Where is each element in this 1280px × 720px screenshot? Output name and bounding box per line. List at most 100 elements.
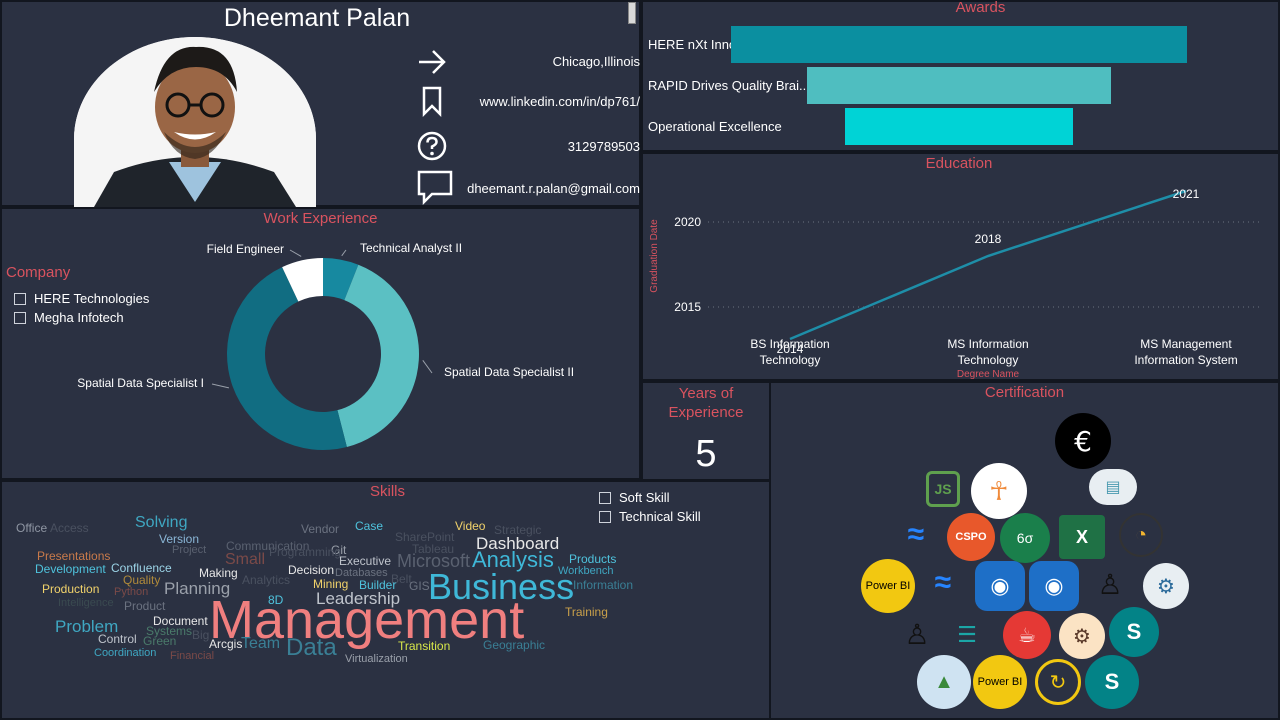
power-bi-icon[interactable]: Power BI [861, 559, 915, 613]
skill-word[interactable]: Making [199, 566, 238, 580]
skill-word[interactable]: Management [209, 590, 525, 650]
brain-gear-icon[interactable]: ⚙ [1059, 613, 1105, 659]
person-badge-icon[interactable]: ☥ [971, 463, 1027, 519]
skill-word[interactable]: Strategic [494, 523, 542, 537]
company-checkbox-megha[interactable]: Megha Infotech [14, 310, 124, 325]
skill-word[interactable]: Control [98, 632, 137, 646]
skill-word[interactable]: Leadership [316, 589, 401, 608]
company-checkbox-here[interactable]: HERE Technologies [14, 291, 149, 306]
award-bar[interactable] [845, 108, 1073, 145]
globe-badge-icon[interactable]: ◉ [975, 561, 1025, 611]
skill-word[interactable]: Planning [164, 579, 231, 598]
skill-word[interactable]: Team [241, 635, 281, 652]
skill-word[interactable]: Geographic [483, 638, 546, 652]
scrollbar-thumb[interactable] [628, 2, 636, 24]
donut-slice[interactable] [323, 258, 359, 301]
skill-word[interactable]: Version [159, 532, 200, 546]
skill-word[interactable]: Presentations [37, 549, 111, 563]
checkbox-box[interactable] [599, 510, 611, 523]
skill-word[interactable]: Access [50, 521, 89, 535]
skill-word[interactable]: Problem [55, 617, 119, 636]
email-text[interactable]: dheemant.r.palan@gmail.com [467, 181, 640, 196]
skill-word[interactable]: Databases [335, 567, 388, 579]
skill-word[interactable]: Builder [359, 578, 397, 592]
lean-six-sigma-icon[interactable]: 6σ [1000, 513, 1050, 563]
skill-word[interactable]: Office [16, 521, 48, 535]
skill-word[interactable]: Belt [391, 572, 412, 586]
skill-word[interactable]: Green [143, 634, 177, 648]
excel-icon[interactable]: X [1059, 515, 1105, 559]
donut-slice[interactable] [337, 264, 419, 447]
skill-word[interactable]: Coordination [94, 647, 157, 659]
skill-word[interactable]: Virtualization [345, 653, 408, 665]
help-icon[interactable] [416, 130, 448, 162]
skill-word[interactable]: Mining [313, 577, 349, 591]
skill-word[interactable]: Workbench [558, 565, 614, 577]
skill-word[interactable]: Intelligence [58, 597, 114, 609]
skill-word[interactable]: 8D [268, 593, 284, 607]
landscape-photo-icon[interactable]: ▲ [917, 655, 971, 709]
skill-word[interactable]: Decision [288, 563, 335, 577]
skill-word[interactable]: Product [124, 599, 166, 613]
education-line[interactable] [789, 189, 1187, 341]
skill-word[interactable]: Production [42, 582, 100, 596]
skill-word[interactable]: SharePoint [395, 530, 455, 544]
skill-word[interactable]: Arcgis [209, 637, 243, 651]
skill-word[interactable]: Data [286, 634, 337, 661]
skill-word[interactable]: Business [428, 566, 575, 607]
skill-word[interactable]: Solving [135, 514, 188, 531]
skill-word[interactable]: Confluence [111, 561, 172, 575]
confluence-icon[interactable]: ≈ [907, 518, 925, 551]
donut-slice[interactable] [226, 267, 347, 451]
power-bi-icon[interactable]: Power BI [973, 655, 1027, 709]
skill-word[interactable]: Information [573, 578, 634, 592]
balance-person-icon[interactable]: ♙ [904, 618, 930, 650]
analytics-person-icon[interactable]: ◔ [1119, 513, 1163, 557]
balance-person-icon[interactable]: ♙ [1097, 568, 1123, 600]
skill-word[interactable]: Quality [123, 573, 161, 587]
confluence-icon[interactable]: ≈ [934, 566, 952, 599]
skill-word[interactable]: Case [355, 519, 384, 533]
checkbox-box[interactable] [14, 292, 26, 305]
skill-word[interactable]: Communication [226, 539, 310, 553]
skill-word[interactable]: Analysis [472, 547, 554, 572]
nodejs-icon[interactable]: JS [926, 471, 960, 507]
skill-word[interactable]: Python [114, 586, 149, 598]
cloud-presentation-icon[interactable]: ▤ [1089, 469, 1137, 505]
money-bag-icon[interactable]: € [1055, 413, 1111, 469]
java-icon[interactable]: ☕ [1003, 611, 1051, 659]
skill-word[interactable]: Vendor [301, 522, 340, 536]
skill-word[interactable]: Programming [269, 545, 342, 559]
skill-word[interactable]: Video [455, 519, 486, 533]
skill-word[interactable]: Microsoft [397, 551, 471, 571]
skill-word[interactable]: Project [172, 544, 207, 556]
skill-word[interactable]: Financial [170, 650, 215, 662]
linkedin-text[interactable]: www.linkedin.com/in/dp761/ [479, 94, 640, 109]
sharepoint-icon[interactable]: S [1109, 607, 1159, 657]
skill-word[interactable]: Development [35, 562, 106, 576]
skill-word[interactable]: Small [225, 551, 266, 568]
skill-word[interactable]: Document [153, 614, 208, 628]
award-bar[interactable] [807, 67, 1111, 104]
bookmark-icon[interactable] [416, 85, 448, 117]
chat-icon[interactable] [416, 169, 454, 205]
checkbox-box[interactable] [599, 491, 611, 504]
cycle-icon[interactable]: ↻ [1035, 659, 1081, 705]
sharepoint-icon[interactable]: S [1085, 655, 1139, 709]
skill-word[interactable]: Tableau [412, 542, 455, 556]
skill-word[interactable]: Big [192, 628, 210, 642]
skill-filter-soft[interactable]: Soft Skill [599, 490, 670, 505]
checkbox-box[interactable] [14, 311, 26, 324]
skill-word[interactable]: Transition [398, 639, 451, 653]
globe-badge-icon[interactable]: ◉ [1029, 561, 1079, 611]
skill-word[interactable]: Executive [339, 554, 392, 568]
gear-head-icon[interactable]: ⚙ [1143, 563, 1189, 609]
donut-slice[interactable] [282, 258, 323, 302]
skill-word[interactable]: Analytics [242, 573, 291, 587]
skill-word[interactable]: Products [569, 552, 617, 566]
skill-word[interactable]: Dashboard [476, 534, 560, 553]
cspo-badge-icon[interactable]: CSPO [947, 513, 995, 561]
skill-filter-technical[interactable]: Technical Skill [599, 509, 701, 524]
award-bar[interactable] [731, 26, 1187, 63]
skill-word[interactable]: Git [331, 543, 347, 557]
